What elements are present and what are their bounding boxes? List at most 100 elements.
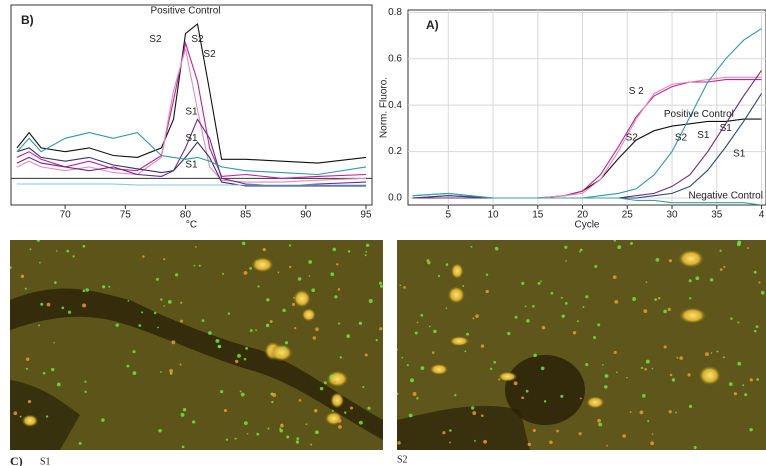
- y-tick-label: 0.8: [388, 7, 402, 18]
- speck: [654, 298, 657, 301]
- speck: [604, 374, 609, 378]
- speck: [220, 389, 224, 394]
- speck: [169, 368, 173, 373]
- speck: [368, 299, 373, 304]
- speck: [410, 378, 414, 383]
- speck: [420, 313, 424, 317]
- cell: [250, 256, 274, 273]
- cell: [292, 289, 311, 308]
- speck: [243, 357, 247, 361]
- curve: [16, 40, 367, 179]
- speck: [749, 427, 753, 432]
- x-tick-label: 30: [666, 210, 678, 221]
- speck: [266, 298, 270, 302]
- speck: [668, 259, 672, 263]
- cell: [497, 371, 518, 382]
- speck: [695, 276, 700, 281]
- speck: [25, 357, 30, 361]
- speck: [198, 264, 201, 267]
- speck: [709, 278, 714, 282]
- speck: [736, 242, 741, 247]
- annotation: S1: [185, 160, 198, 171]
- speck: [755, 325, 759, 329]
- speck: [312, 336, 317, 340]
- plot-frame: [407, 9, 766, 206]
- speck: [347, 250, 351, 253]
- speck: [643, 309, 648, 313]
- speck: [543, 400, 547, 403]
- curve: [412, 192, 762, 205]
- speck: [598, 422, 603, 427]
- cell: [678, 307, 707, 324]
- speck: [622, 434, 626, 438]
- speck: [722, 356, 725, 359]
- speck: [10, 266, 12, 269]
- speck: [108, 285, 111, 288]
- speck: [282, 308, 286, 313]
- speck: [346, 334, 350, 338]
- speck: [579, 397, 582, 400]
- annotation: S2: [203, 49, 216, 60]
- speck: [364, 254, 367, 257]
- speck: [53, 281, 57, 284]
- speck: [737, 321, 740, 324]
- panel-label: C): [10, 454, 23, 466]
- speck: [406, 364, 409, 367]
- speck: [25, 367, 28, 370]
- speck: [329, 375, 334, 380]
- speck: [160, 298, 163, 301]
- x-tick-label: 85: [240, 210, 252, 221]
- speck: [84, 390, 87, 393]
- speck: [246, 432, 249, 435]
- speck: [705, 352, 709, 357]
- speck: [51, 367, 55, 372]
- speck: [286, 435, 290, 439]
- speck: [308, 260, 313, 264]
- speck: [85, 288, 89, 292]
- speck: [594, 264, 598, 268]
- speck: [408, 413, 413, 418]
- speck: [163, 305, 166, 307]
- speck: [82, 289, 86, 293]
- speck: [749, 378, 753, 382]
- speck: [616, 371, 618, 374]
- speck: [378, 281, 383, 285]
- speck: [338, 425, 342, 429]
- speck: [629, 411, 632, 414]
- speck: [336, 263, 339, 266]
- speck: [416, 321, 419, 324]
- speck: [585, 363, 589, 367]
- speck: [399, 284, 402, 287]
- speck: [339, 356, 343, 359]
- speck: [403, 286, 406, 289]
- speck: [243, 271, 248, 275]
- speck: [426, 258, 430, 262]
- speck: [521, 396, 525, 400]
- speck: [606, 444, 608, 447]
- speck: [433, 329, 437, 334]
- speck: [614, 300, 619, 304]
- speck: [292, 302, 296, 307]
- speck: [412, 392, 417, 397]
- speck: [480, 414, 484, 417]
- speck: [225, 438, 229, 441]
- speck: [706, 379, 708, 382]
- x-tick-label: 4: [759, 210, 765, 221]
- speck: [249, 267, 253, 270]
- speck: [693, 446, 697, 450]
- speck: [245, 347, 249, 350]
- cell: [269, 343, 293, 362]
- speck: [560, 394, 564, 398]
- speck: [597, 418, 602, 423]
- cell: [21, 414, 39, 428]
- speck: [55, 250, 58, 252]
- cell: [449, 336, 470, 347]
- speck: [445, 263, 449, 266]
- speck: [39, 261, 41, 264]
- annotation: S 2: [629, 86, 644, 97]
- speck: [311, 288, 316, 293]
- speck: [271, 400, 274, 404]
- speck: [337, 418, 342, 423]
- cell: [677, 249, 705, 269]
